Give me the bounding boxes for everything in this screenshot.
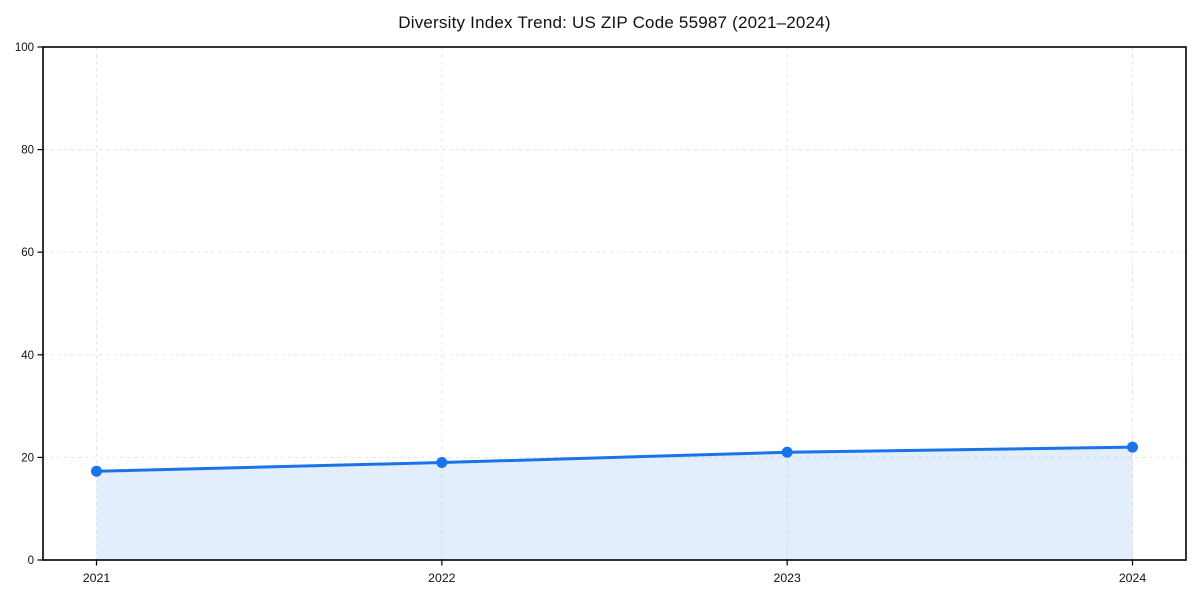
x-tick-label: 2024 bbox=[1119, 571, 1147, 585]
data-point bbox=[781, 446, 793, 458]
area-fill bbox=[96, 447, 1133, 560]
x-tick-label: 2022 bbox=[428, 571, 456, 585]
y-tick-label: 0 bbox=[28, 555, 34, 567]
y-tick-label: 20 bbox=[21, 452, 34, 464]
y-tick-label: 40 bbox=[21, 350, 34, 362]
y-tick-label: 100 bbox=[15, 42, 34, 54]
y-tick-label: 60 bbox=[21, 247, 34, 259]
plot-border bbox=[42, 46, 1187, 561]
data-point bbox=[1127, 441, 1138, 453]
x-tick-label: 2023 bbox=[773, 571, 801, 585]
trend-line bbox=[95, 445, 1134, 473]
chart-title: Diversity Index Trend: US ZIP Code 55987… bbox=[398, 13, 831, 32]
y-tick-label: 80 bbox=[21, 145, 34, 157]
data-point bbox=[91, 465, 102, 477]
x-tick-label: 2021 bbox=[83, 571, 111, 585]
data-point bbox=[436, 457, 448, 469]
